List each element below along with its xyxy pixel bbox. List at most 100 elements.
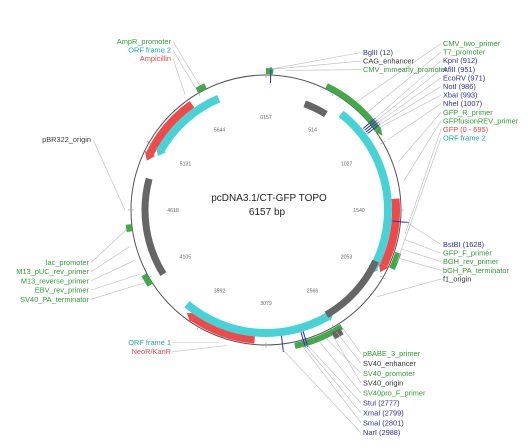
leader-line [172,345,228,352]
promoter-arc-ampr[interactable] [195,83,207,94]
feature-layer[interactable] [125,67,409,352]
labels-bottom-left-0: ORF frame 1 [128,338,171,347]
leader-line [172,49,196,89]
leader-line [273,60,362,70]
orf-arc-frame2-gfp[interactable] [338,110,392,270]
promoter-arc-sv40pa[interactable] [141,273,153,287]
leader-line [285,69,362,71]
labels-bottom-1: SV40_enhancer [363,359,417,368]
leader-line [90,282,146,300]
labels-bottom-6: XmaI (2799) [363,408,404,417]
tick-mark [380,275,386,280]
labels-top-mid-2: CMV_immearly_promoter [363,65,448,74]
tick-label: 1540 [353,208,365,214]
leader-line [396,137,442,263]
labels-right-mid-2: BGH_rev_primer [443,257,499,266]
leader-line [398,257,442,271]
labels-top-left-2: Ampicillin [140,54,171,63]
origin-arc-cag[interactable] [303,100,328,118]
leader-line [406,222,442,245]
leader-line [302,346,362,423]
labels-bottom-5: StuI (2777) [363,399,400,408]
labels-right-top-3: AflII (951) [443,65,475,74]
leader-line [401,248,442,262]
leader-line [331,334,362,384]
labels-bottom-3: SV40_origin [363,379,403,388]
leader-line [403,120,442,181]
tick-label: 6157 [260,115,272,121]
site-ecorv[interactable] [365,121,379,133]
leader-line [282,349,362,433]
leader-line [306,344,362,404]
tick-layer: 6157 514 1027 1540 2053 2566 3079 3592 4105 4618 5… [127,72,405,349]
site-nari[interactable] [280,335,284,352]
gene-arc-neor[interactable] [191,314,256,344]
labels-right-top-0: CMV_two_primer [443,39,501,48]
promoter-arc-lac[interactable] [125,224,133,233]
gene-arc-gfp[interactable] [380,198,400,267]
orf-arrow-frame2-amp[interactable] [156,146,167,157]
leader-line [172,41,201,86]
leader-line [90,246,130,272]
labels-bottom-8: NarI (2988) [363,428,400,437]
orf-arc-frame1[interactable] [184,301,330,337]
labels-left-origin-0: pBR322_origin [42,135,91,144]
gene-arrow-gfp[interactable] [378,262,389,273]
promoter-arc-bgh[interactable] [389,251,402,271]
site-bglii[interactable] [269,67,272,84]
labels-right-mid-4: f1_origin [443,274,471,283]
labels-left-1: M13_pUC_rev_primer [16,267,89,276]
tick-label: 3592 [214,289,226,295]
orf-arc-frame2-amp[interactable] [157,94,221,152]
gene-arrow-neor[interactable] [186,313,197,323]
site-kpni[interactable] [362,117,376,129]
labels-bottom-2: SV40_promoter [363,369,415,378]
site-xmai[interactable] [300,331,306,348]
leader-line [387,103,442,140]
labels-bottom-0: pBABE_3_primer [363,349,421,358]
promoter-arrow-cmv[interactable] [374,126,383,136]
leader-line [304,345,362,414]
labels-bottom-4: SV40pro_F_primer [363,389,426,398]
leader-line [379,94,442,128]
labels-right-top-7: NheI (1007) [443,99,482,108]
labels-left-4: SV40_PA_terminator [20,295,89,304]
tick-mark [380,140,386,145]
leader-line [356,43,442,103]
site-noti[interactable] [367,123,381,134]
gene-arc-ampicillin[interactable] [146,101,195,156]
labels-top-left-0: AmpR_promoter [117,37,172,46]
leader-line [375,69,442,122]
labels-right-top-11: ORF frame 2 [443,134,486,143]
labels-right-mid-1: GFP_F_primer [443,249,492,258]
labels-right-mid-3: bGH_PA_terminator [443,266,510,275]
leader-line [378,86,442,126]
labels-bottom-7: SmaI (2801) [363,418,404,427]
gene-arrow-ampicillin[interactable] [144,150,156,161]
site-bstbi[interactable] [392,220,409,223]
tick-label: 514 [308,128,317,134]
tick-label: 4105 [180,255,192,261]
site-aflii[interactable] [364,119,378,131]
labels-left-3: EBV_rev_primer [35,286,90,295]
leader-line [404,129,442,235]
plasmid-size: 6157 bp [249,207,286,218]
tick-label: 2053 [341,255,353,261]
labels-top-mid-0: BglII (12) [363,48,393,57]
leader-line [376,77,442,124]
origin-arc-f1[interactable] [324,259,379,318]
tick-label: 1027 [341,162,353,168]
promoter-arc-sv40-a[interactable] [312,324,344,344]
labels-left-2: M13_reverse_primer [21,276,90,285]
site-stui[interactable] [302,331,309,347]
labels-top-left-1: ORF frame 2 [128,46,171,55]
leader-line [403,239,442,254]
labels-top-mid-1: CAG_enhancer [363,57,414,66]
labels-right-mid-0: BstBI (1628) [443,240,484,249]
labels-right-top-10: GFP (0 - 695) [443,125,488,134]
leader-line [398,112,442,162]
leader-line [342,328,362,354]
labels-right-top-5: NotI (986) [443,82,476,91]
origin-arc-pbr322[interactable] [141,177,167,276]
